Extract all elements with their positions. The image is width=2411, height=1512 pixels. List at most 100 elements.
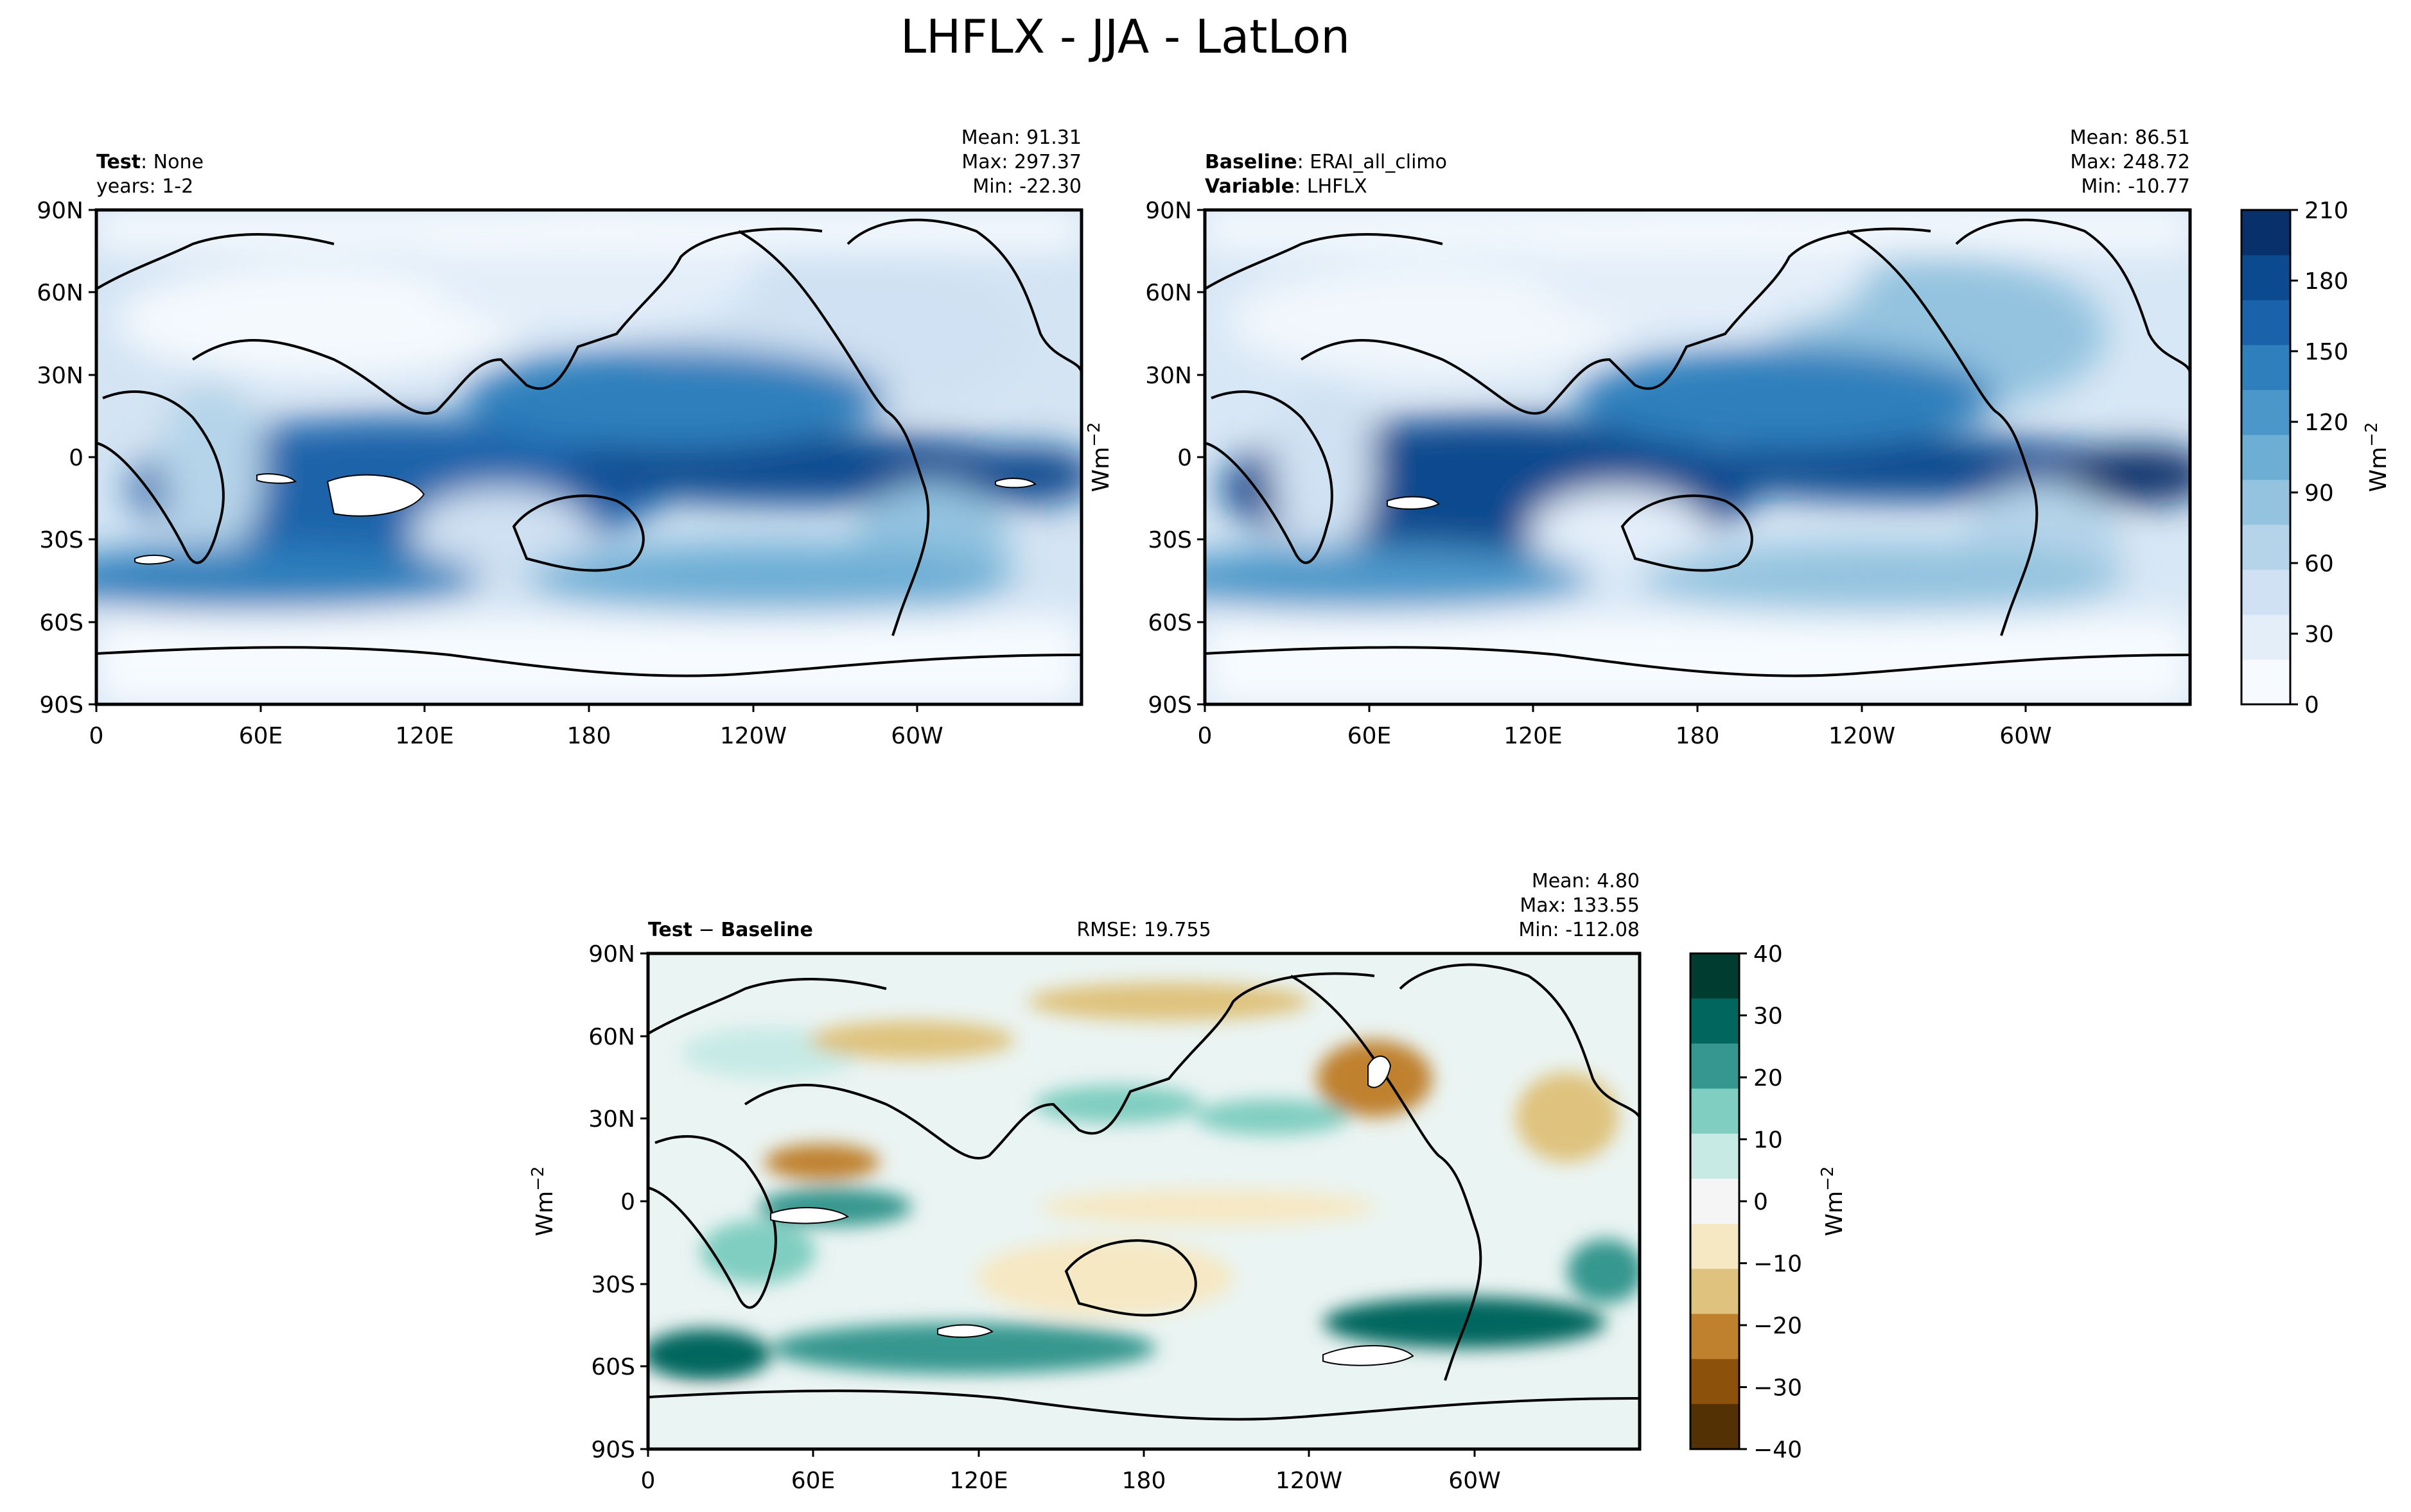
lat-tick-label: 30S: [591, 1272, 635, 1298]
lat-tick-label: 60N: [37, 280, 83, 306]
diff-lat-ticks: 90N 60N 30N 0 30S 60S 90S: [588, 941, 648, 1463]
colorbar-swatch: [2241, 614, 2290, 660]
baseline-max: Max: 248.72: [2070, 151, 2190, 173]
colorbar-tick-label: 0: [1753, 1189, 1768, 1215]
lat-tick-label: 30S: [1148, 527, 1192, 553]
baseline-coastlines: [1205, 218, 2190, 677]
test-field: [96, 210, 1082, 704]
baseline-variable: Variable: LHFLX: [1205, 175, 1367, 198]
lon-tick-label: 180: [1676, 723, 1720, 749]
colorbar-tick-label: 210: [2304, 198, 2349, 224]
colorbar-tick-label: 180: [2304, 268, 2349, 295]
colorbar-swatch: [1690, 1133, 1739, 1179]
lon-tick-label: 60E: [1347, 723, 1392, 749]
lat-tick-label: 60N: [1145, 280, 1192, 306]
lat-tick-label: 90N: [37, 198, 83, 224]
baseline-lat-ticks: 90N 60N 30N 0 30S 60S 90S: [1145, 198, 1205, 718]
lon-tick-label: 60E: [239, 723, 283, 749]
colorbar-swatch: [1690, 1043, 1739, 1090]
colorbar-swatch: [2241, 659, 2290, 705]
lat-tick-label: 30N: [1145, 363, 1192, 389]
lon-tick-label: 120E: [1504, 723, 1562, 749]
lon-tick-label: 120W: [1828, 723, 1895, 749]
lon-tick-label: 60W: [891, 723, 943, 749]
test-coastlines: [96, 218, 1082, 677]
lat-tick-label: 60S: [1148, 610, 1192, 636]
baseline-field: [1205, 210, 2190, 704]
diff-colorbar-label: Wm−2: [1818, 1167, 1848, 1237]
test-years: years: 1-2: [96, 175, 193, 198]
colorbar-tick-label: 120: [2304, 410, 2349, 436]
diff-label: Test − Baseline: [648, 919, 813, 941]
test-panel: 90N 60N 30N 0 30S 60S 90S 0 60E 120E 180…: [37, 126, 1114, 749]
colorbar-tick-label: 10: [1753, 1127, 1783, 1154]
colorbar-tick-label: 30: [2304, 621, 2334, 648]
colorbar-tick-label: −40: [1753, 1437, 1802, 1463]
lon-tick-label: 120W: [720, 723, 787, 749]
baseline-mean: Mean: 86.51: [2070, 126, 2190, 149]
lon-tick-label: 60E: [791, 1468, 836, 1494]
diff-max: Max: 133.55: [1520, 894, 1640, 917]
colorbar-tick-label: −20: [1753, 1313, 1802, 1339]
lon-tick-label: 60W: [1999, 723, 2051, 749]
colorbar-swatch: [2241, 210, 2290, 256]
colorbar-tick-label: 60: [2304, 551, 2334, 577]
main-colorbar-label: Wm−2: [2362, 422, 2392, 492]
lon-tick-label: 120E: [395, 723, 453, 749]
lat-tick-label: 90S: [1148, 692, 1192, 718]
colorbar-tick-label: 40: [1753, 941, 1783, 968]
test-max: Max: 297.37: [961, 151, 1082, 173]
diff-coastlines: [648, 963, 1640, 1421]
diff-mean: Mean: 4.80: [1532, 870, 1640, 892]
figure-title: LHFLX - JJA - LatLon: [900, 10, 1350, 64]
test-lat-ticks: 90N 60N 30N 0 30S 60S 90S: [37, 198, 96, 718]
colorbar-tick-label: 150: [2304, 339, 2349, 365]
test-min: Min: -22.30: [972, 175, 1082, 198]
lon-tick-label: 120E: [949, 1468, 1008, 1494]
diff-colorbar: 40 30 20 10 0 −10 −20 −30 −40 Wm−2: [1689, 941, 1848, 1463]
diff-panel: 90N 60N 30N 0 30S 60S 90S 0 60E 120E 180…: [529, 870, 1642, 1494]
lon-tick-label: 0: [1198, 723, 1213, 749]
diff-field: [648, 953, 1640, 1449]
colorbar-swatch: [2241, 569, 2290, 615]
colorbar-swatch: [2241, 390, 2290, 435]
lat-tick-label: 0: [1177, 445, 1192, 471]
main-colorbar: 0 30 60 90 120 150 180 210 Wm−2: [2240, 198, 2392, 718]
colorbar-tick-label: −10: [1753, 1251, 1802, 1278]
colorbar-swatch: [2241, 300, 2290, 345]
lat-tick-label: 0: [620, 1189, 635, 1215]
test-missing-regions: [134, 473, 1037, 565]
diff-rmse: RMSE: 19.755: [1076, 919, 1211, 941]
lon-tick-label: 180: [1122, 1468, 1166, 1494]
baseline-lon-ticks: 0 60E 120E 180 120W 60W: [1198, 704, 2052, 749]
colorbar-swatch: [2241, 480, 2290, 525]
test-mean: Mean: 91.31: [961, 126, 1082, 149]
colorbar-swatch: [1690, 953, 1739, 999]
diff-min: Min: -112.08: [1518, 919, 1640, 941]
colorbar-swatch: [1690, 1224, 1739, 1269]
diff-lon-ticks: 0 60E 120E 180 120W 60W: [641, 1449, 1501, 1494]
baseline-label: Baseline: ERAI_all_climo: [1205, 151, 1447, 173]
colorbar-swatch: [2241, 255, 2290, 300]
colorbar-tick-label: 20: [1753, 1065, 1783, 1091]
lat-tick-label: 90S: [39, 692, 83, 718]
lon-tick-label: 120W: [1276, 1468, 1342, 1494]
colorbar-swatch: [1690, 1088, 1739, 1134]
lat-tick-label: 60S: [39, 610, 83, 636]
colorbar-swatch: [2241, 345, 2290, 390]
test-label: Test: None: [96, 151, 204, 173]
colorbar-swatch: [1690, 1314, 1739, 1360]
colorbar-swatch: [1690, 1269, 1739, 1314]
colorbar-swatch: [1690, 1178, 1739, 1224]
colorbar-tick-label: 90: [2304, 480, 2334, 507]
baseline-panel: 90N 60N 30N 0 30S 60S 90S 0 60E 120E 180…: [1145, 126, 2192, 749]
lat-tick-label: 0: [69, 445, 83, 471]
lat-tick-label: 30S: [39, 527, 83, 553]
lat-tick-label: 60S: [591, 1354, 635, 1380]
lon-tick-label: 0: [89, 723, 104, 749]
lat-tick-label: 90N: [588, 941, 635, 968]
lon-tick-label: 60W: [1448, 1468, 1500, 1494]
colorbar-swatch: [1690, 1359, 1739, 1405]
test-lon-ticks: 0 60E 120E 180 120W 60W: [89, 704, 943, 749]
